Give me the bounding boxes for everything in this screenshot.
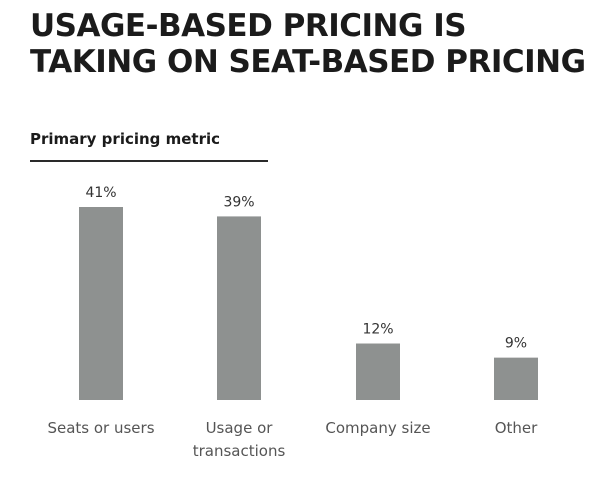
bar-value-label-1: 39% [223, 194, 254, 210]
category-label-1-line-0: Usage or [206, 419, 274, 437]
category-label-3: Other [495, 419, 538, 437]
bar-0 [79, 207, 123, 400]
bar-value-label-3: 9% [505, 336, 527, 352]
bar-3 [494, 357, 538, 400]
bar-1 [217, 216, 261, 400]
bar-2 [356, 343, 400, 400]
chart-title-line-2: TAKING ON SEAT-BASED PRICING [30, 44, 586, 80]
category-label-1-line-1: transactions [193, 442, 286, 460]
chart-subtitle: Primary pricing metric [30, 130, 221, 148]
category-label-0: Seats or users [47, 419, 154, 437]
bar-value-label-0: 41% [85, 185, 116, 201]
category-label-2: Company size [325, 419, 430, 437]
chart-title: USAGE-BASED PRICING IS TAKING ON SEAT-BA… [30, 8, 586, 80]
bar-value-label-2: 12% [362, 322, 393, 338]
subtitle-underline [30, 160, 268, 162]
chart-title-line-1: USAGE-BASED PRICING IS [30, 8, 467, 44]
